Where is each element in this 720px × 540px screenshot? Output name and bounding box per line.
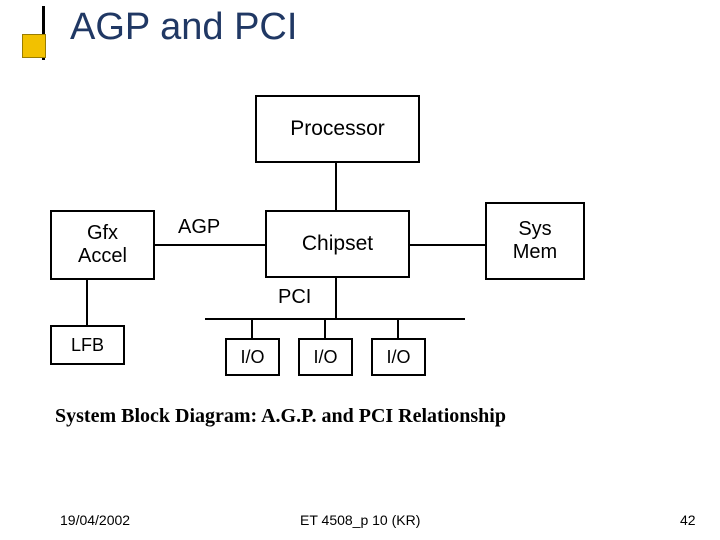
slide-title: AGP and PCI: [70, 6, 297, 49]
edge-pcibus-h: [205, 318, 465, 320]
node-chipset: Chipset: [265, 210, 410, 278]
edge-gfx-lfb: [86, 280, 88, 325]
node-gfx: GfxAccel: [50, 210, 155, 280]
edge-io2stub: [324, 318, 326, 338]
node-processor: Processor: [255, 95, 420, 163]
edge-gfx-chipset: [155, 244, 265, 246]
slide-root: AGP and PCI Processor GfxAccel Chipset SysM…: [0, 0, 720, 540]
edge-io3stub: [397, 318, 399, 338]
edge-io1stub: [251, 318, 253, 338]
footer-page-number: 42: [680, 512, 696, 528]
block-diagram: Processor GfxAccel Chipset SysMem LFB I/O I/O I…: [40, 90, 630, 420]
node-io1: I/O: [225, 338, 280, 376]
edge-processor-chipset: [335, 163, 337, 210]
node-io3: I/O: [371, 338, 426, 376]
title-accent-square: [22, 34, 46, 58]
node-io2: I/O: [298, 338, 353, 376]
bus-label-pci: PCI: [278, 286, 311, 309]
edge-chipset-pcibus: [335, 278, 337, 318]
diagram-caption: System Block Diagram: A.G.P. and PCI Rel…: [55, 405, 506, 428]
edge-chipset-sysmem: [410, 244, 485, 246]
footer-date: 19/04/2002: [60, 512, 130, 528]
footer-code: ET 4508_p 10 (KR): [300, 512, 420, 528]
node-sysmem: SysMem: [485, 202, 585, 280]
node-lfb: LFB: [50, 325, 125, 365]
bus-label-agp: AGP: [178, 216, 220, 239]
